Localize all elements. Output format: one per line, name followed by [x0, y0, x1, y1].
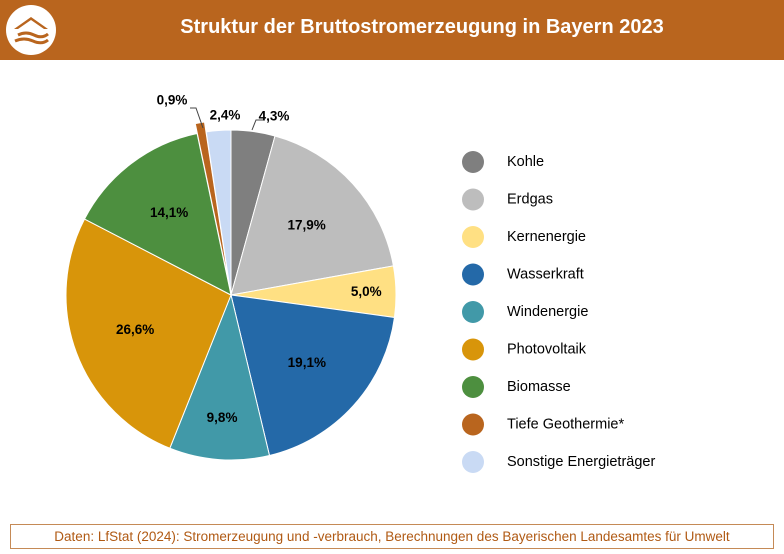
slice-wasserkraft — [230, 294, 396, 457]
leader-line-tiefe-geothermie — [190, 107, 204, 129]
data-labels: 4,3% 17,9% 5,0% 19,1% 9,8% 26,6% 14,1% 0,9% 2,4% — [116, 93, 382, 425]
slice-sonstige-energietraeger — [205, 129, 232, 296]
chart-title: Struktur der Bruttostromerzeugung in Bay… — [180, 16, 664, 38]
data-label-windenergie: 9,8% — [207, 410, 238, 425]
data-label-sonstige-energietraeger: 2,4% — [210, 108, 241, 123]
data-label-kernenergie: 5,0% — [351, 284, 382, 299]
leader-line-kohle — [251, 119, 264, 131]
legend-label-windenergie: Windenergie — [507, 304, 588, 320]
slice-windenergie — [169, 293, 271, 461]
legend-marker-erdgas — [462, 188, 484, 211]
legend-label-wasserkraft: Wasserkraft — [507, 266, 584, 282]
legend-marker-windenergie — [462, 301, 484, 323]
source-note: Daten: LfStat (2024): Stromerzeugung und… — [10, 524, 774, 549]
data-label-photovoltaik: 26,6% — [116, 322, 154, 337]
legend-marker-biomasse — [462, 376, 484, 398]
legend: Kohle Erdgas Kernenergie Wasserkraft Windene… — [462, 151, 655, 473]
legend-label-sonstige-energietraeger: Sonstige Energieträger — [507, 454, 655, 470]
legend-marker-kohle — [462, 151, 484, 173]
pie-slices — [65, 121, 397, 461]
data-label-tiefe-geothermie: 0,9% — [157, 93, 188, 108]
legend-marker-wasserkraft — [462, 263, 484, 286]
legend-label-tiefe-geothermie: Tiefe Geothermie* — [507, 416, 624, 432]
slice-photovoltaik — [65, 218, 232, 449]
legend-label-kernenergie: Kernenergie — [507, 229, 586, 245]
legend-label-kohle: Kohle — [507, 154, 544, 170]
legend-label-photovoltaik: Photovoltaik — [507, 341, 587, 357]
data-label-kohle: 4,3% — [259, 109, 290, 124]
data-label-biomasse: 14,1% — [150, 205, 188, 220]
legend-marker-kernenergie — [462, 226, 484, 248]
pie-chart: 4,3% 17,9% 5,0% 19,1% 9,8% 26,6% 14,1% 0,9% 2,4%… — [65, 93, 655, 473]
legend-label-biomasse: Biomasse — [507, 379, 571, 395]
leader-lines — [190, 107, 264, 131]
legend-marker-photovoltaik — [462, 338, 484, 361]
data-label-erdgas: 17,9% — [287, 218, 325, 233]
data-label-wasserkraft: 19,1% — [288, 355, 326, 370]
title-bar: Struktur der Bruttostromerzeugung in Bay… — [0, 0, 784, 60]
legend-marker-tiefe-geothermie — [462, 413, 484, 436]
slice-erdgas — [230, 135, 394, 296]
landesamt-logo-icon — [6, 5, 56, 55]
slice-biomasse — [83, 132, 232, 296]
legend-label-erdgas: Erdgas — [507, 191, 553, 207]
slice-tiefe-geothermie — [194, 121, 230, 286]
legend-marker-sonstige-energietraeger — [462, 451, 484, 473]
